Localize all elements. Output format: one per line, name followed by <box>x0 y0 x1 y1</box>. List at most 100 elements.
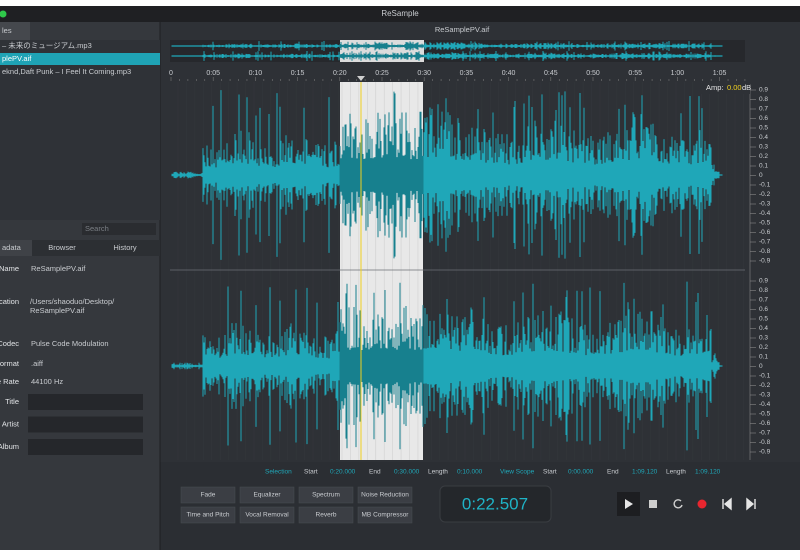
effect-label[interactable]: Vocal Removal <box>245 512 289 519</box>
scale-label: 0.4 <box>759 134 768 141</box>
status-end: 0:30.000 <box>394 469 420 476</box>
panel-tab[interactable]: adata <box>2 243 22 252</box>
scale-label: -0.1 <box>759 182 771 189</box>
field-input[interactable] <box>28 439 143 455</box>
metadata-value: .aiff <box>31 359 44 368</box>
effect-button[interactable] <box>357 506 413 524</box>
panel-tab[interactable]: Browser <box>48 243 76 252</box>
tab[interactable] <box>0 22 30 40</box>
effect-button[interactable] <box>180 486 236 504</box>
scale-label: -0.9 <box>759 449 771 456</box>
play-icon[interactable] <box>625 499 633 509</box>
amp-label: Amp: <box>706 83 724 92</box>
effect-label[interactable]: Fade <box>201 492 216 499</box>
metadata-value: 44100 Hz <box>31 377 63 386</box>
effect-label[interactable]: Reverb <box>316 512 337 519</box>
effect-button[interactable] <box>180 506 236 524</box>
scale-label: 0.2 <box>759 344 768 351</box>
effect-label[interactable]: Time and Pitch <box>186 512 229 519</box>
time-label: 0:40 <box>502 70 516 77</box>
effect-button[interactable] <box>239 506 295 524</box>
file-item[interactable]: plePV.aif <box>2 54 32 63</box>
status-start: 0:20.000 <box>330 469 356 476</box>
title-bar <box>0 6 800 22</box>
status-start: 0:00.000 <box>568 469 594 476</box>
effect-button[interactable] <box>298 486 354 504</box>
scale-label: -0.2 <box>759 191 771 198</box>
file-selected[interactable] <box>0 53 160 65</box>
prev-button[interactable] <box>722 497 732 511</box>
effect-label[interactable]: Equalizer <box>253 492 281 499</box>
scale-label: 0.8 <box>759 96 768 103</box>
effect-button[interactable] <box>239 486 295 504</box>
time-display <box>439 485 552 523</box>
scale-label: 0.2 <box>759 153 768 160</box>
status-length-label: Length <box>428 469 448 476</box>
scale-label: 0.1 <box>759 163 768 170</box>
scale-label: -0.6 <box>759 229 771 236</box>
scale-label: -0.9 <box>759 258 771 265</box>
scale-label: 0.6 <box>759 306 768 313</box>
search-box[interactable] <box>82 223 156 235</box>
file-item[interactable]: – 未来のミュージアム.mp3 <box>2 40 92 50</box>
scale-label: -0.3 <box>759 392 771 399</box>
waveform <box>171 90 723 260</box>
record-button[interactable] <box>697 499 707 509</box>
time-label: 0:10 <box>249 70 263 77</box>
scale-label: -0.6 <box>759 420 771 427</box>
status-title: View Scope <box>500 469 535 476</box>
status-end: 1:09.120 <box>632 469 658 476</box>
metadata-label: e Rate <box>0 377 19 386</box>
scale-label: 0.8 <box>759 287 768 294</box>
time-label: 0:25 <box>375 70 389 77</box>
metadata-value: Pulse Code Modulation <box>31 339 109 348</box>
metadata-label: Codec <box>0 339 19 348</box>
stop-button[interactable] <box>649 500 657 508</box>
status-length: 1:09.120 <box>695 469 721 476</box>
effect-button[interactable] <box>357 486 413 504</box>
effect-label[interactable]: MB Compressor <box>362 512 410 519</box>
time-label: 0:30 <box>417 70 431 77</box>
field-input[interactable] <box>28 416 143 433</box>
status-start-label: Start <box>543 469 557 476</box>
field-input[interactable] <box>28 394 143 410</box>
scale-label: -0.5 <box>759 411 771 418</box>
scale-label: 0 <box>759 363 763 370</box>
status-length-label: Length <box>666 469 686 476</box>
time-label: 0:15 <box>291 70 305 77</box>
scale-label: 0.7 <box>759 106 768 113</box>
loop-button[interactable] <box>673 499 683 509</box>
effect-label[interactable]: Spectrum <box>312 492 340 499</box>
metadata-label: cation <box>0 297 19 306</box>
scale-label: -0.4 <box>759 210 771 217</box>
waveform <box>171 281 723 451</box>
overview-wave <box>339 51 424 61</box>
scale-label: -0.3 <box>759 201 771 208</box>
effect-button[interactable] <box>298 506 354 524</box>
file-name: ReSamplePV.aif <box>435 25 490 34</box>
time-label: 0:45 <box>544 70 558 77</box>
next-button[interactable] <box>746 497 756 511</box>
scale-label: -0.8 <box>759 248 771 255</box>
file-item[interactable]: eknd,Daft Punk – I Feel It Coming.mp3 <box>2 67 131 76</box>
scale-label: -0.2 <box>759 382 771 389</box>
panel-tabs <box>0 240 160 256</box>
metadata-value: /Users/shaoduo/Desktop/ReSamplePV.aif <box>30 297 115 315</box>
scale-label: 0.7 <box>759 297 768 304</box>
effect-label[interactable]: Noise Reduction <box>361 492 409 499</box>
search-placeholder: Search <box>85 224 109 233</box>
playhead-marker[interactable] <box>357 76 365 81</box>
scale-label: 0.3 <box>759 144 768 151</box>
scale-label: -0.8 <box>759 439 771 446</box>
scale-label: -0.5 <box>759 220 771 227</box>
status-start-label: Start <box>304 469 318 476</box>
metadata-label: ormat <box>0 359 20 368</box>
panel-tab-active[interactable] <box>0 240 32 256</box>
panel-tab[interactable]: History <box>113 243 137 252</box>
overview-wave <box>171 41 723 51</box>
window-title: ReSample <box>381 9 419 18</box>
scale-label: 0.5 <box>759 125 768 132</box>
scale-label: -0.1 <box>759 373 771 380</box>
window-button[interactable] <box>0 10 7 18</box>
